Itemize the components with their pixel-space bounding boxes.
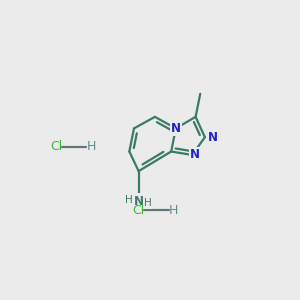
Text: Cl: Cl xyxy=(133,204,145,217)
Text: H: H xyxy=(86,140,96,153)
Text: H: H xyxy=(169,204,178,217)
Text: Cl: Cl xyxy=(50,140,62,153)
Text: N: N xyxy=(208,131,218,144)
Text: H: H xyxy=(144,198,151,208)
Text: N: N xyxy=(171,122,181,135)
Text: N: N xyxy=(134,195,144,208)
Text: N: N xyxy=(190,148,200,161)
Text: H: H xyxy=(125,195,133,205)
